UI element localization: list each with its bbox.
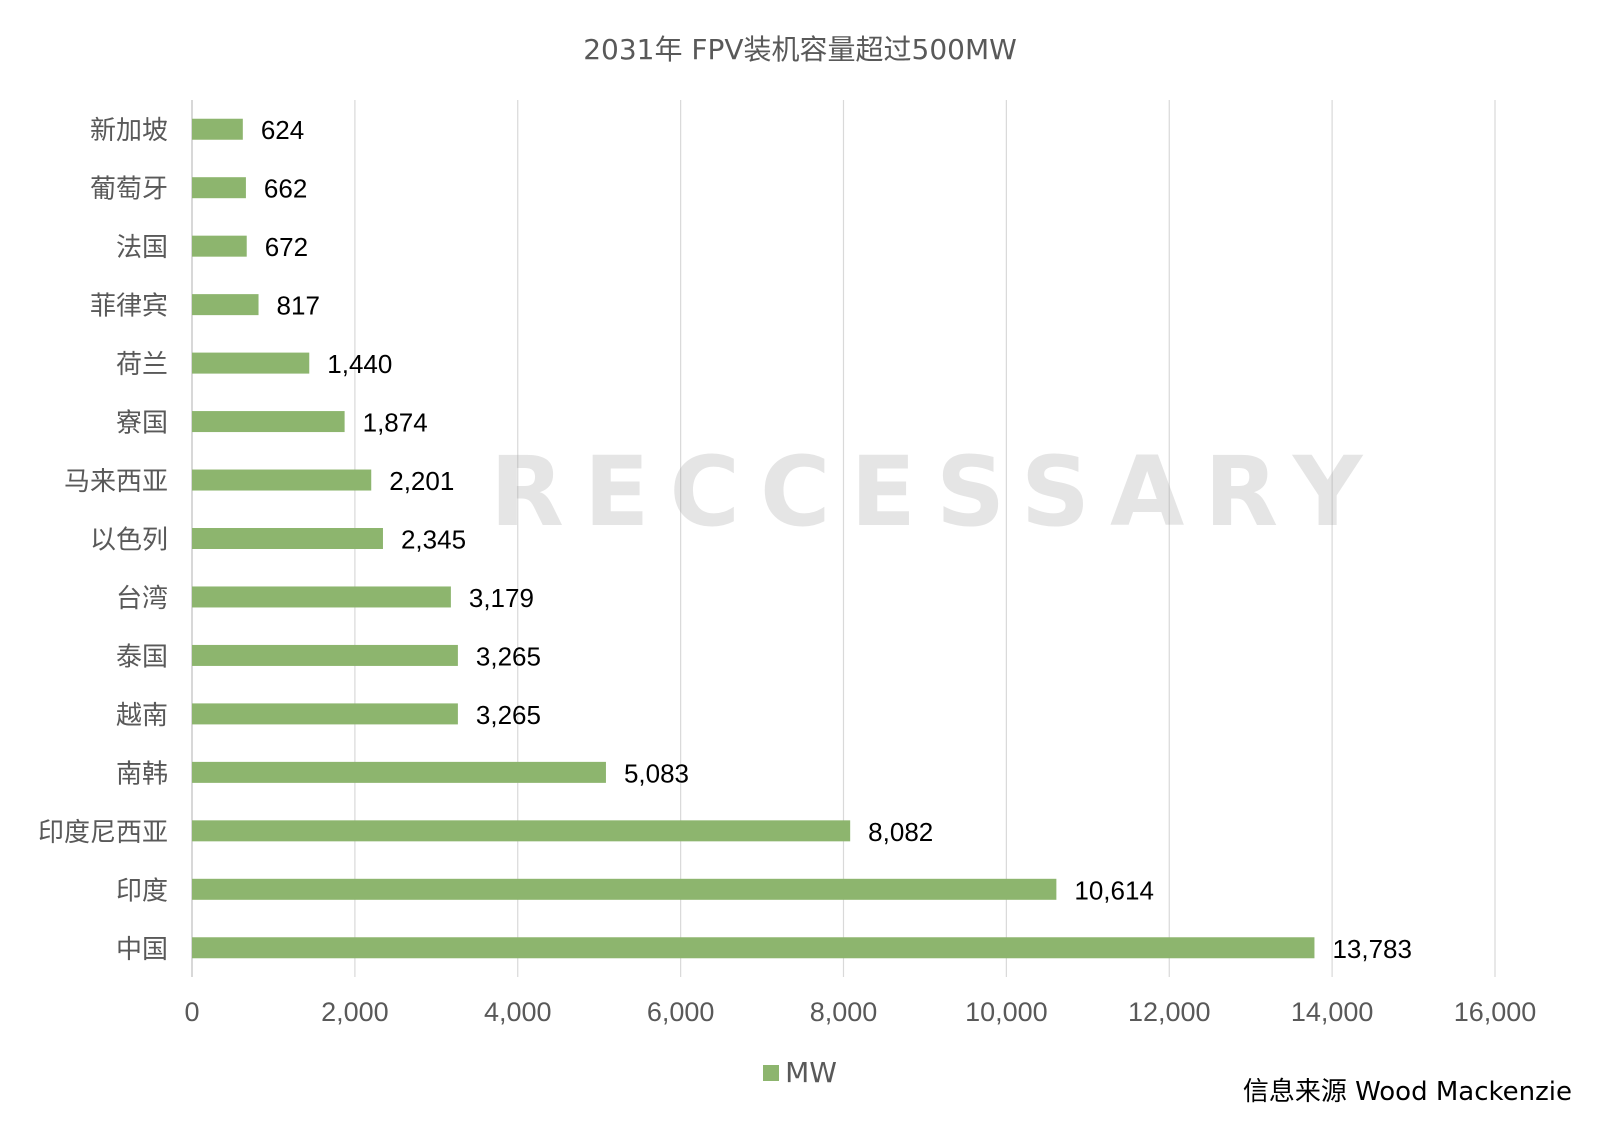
y-category-label: 印度 — [116, 876, 168, 906]
x-tick-label: 4,000 — [484, 997, 552, 1027]
y-category-label: 中国 — [116, 935, 168, 965]
data-label: 624 — [261, 115, 304, 145]
bar — [192, 644, 458, 666]
x-tick-label: 8,000 — [810, 997, 878, 1027]
y-category-label: 印度尼西亚 — [38, 818, 168, 848]
bar — [192, 586, 451, 608]
x-tick-label: 0 — [184, 997, 199, 1027]
data-label: 1,874 — [363, 408, 428, 438]
y-category-label: 菲律宾 — [90, 292, 168, 322]
bar — [192, 820, 851, 842]
bar — [192, 528, 383, 549]
chart-legend: MW — [0, 1056, 1600, 1089]
y-category-label: 南韩 — [116, 759, 168, 789]
bar — [192, 703, 458, 725]
bar — [192, 294, 259, 316]
data-label: 817 — [277, 291, 320, 321]
y-category-label: 以色列 — [90, 526, 168, 556]
data-label: 2,201 — [389, 466, 454, 496]
data-label: 8,082 — [868, 817, 933, 847]
data-label: 10,614 — [1074, 875, 1154, 905]
y-category-label: 泰国 — [116, 642, 168, 672]
x-tick-label: 2,000 — [321, 997, 389, 1027]
y-category-label: 马来西亚 — [64, 467, 168, 497]
data-label: 3,265 — [476, 641, 541, 671]
x-tick-label: 6,000 — [647, 997, 715, 1027]
x-tick-label: 10,000 — [965, 997, 1048, 1027]
bar — [192, 469, 372, 491]
legend-swatch — [763, 1064, 780, 1081]
bar — [192, 878, 1057, 900]
data-label: 3,265 — [476, 700, 541, 730]
bar — [192, 761, 606, 783]
watermark-logo: RECCESSARY — [490, 436, 1383, 548]
data-label: 672 — [265, 232, 308, 262]
bar — [192, 177, 246, 199]
bar — [192, 352, 310, 374]
data-label: 3,179 — [469, 583, 534, 613]
bar — [192, 937, 1315, 959]
source-note: 信息来源 Wood Mackenzie — [1242, 1077, 1572, 1107]
y-category-label: 葡萄牙 — [90, 175, 168, 205]
data-label: 662 — [264, 174, 307, 204]
x-tick-label: 12,000 — [1128, 997, 1211, 1027]
x-tick-label: 16,000 — [1454, 997, 1537, 1027]
bar — [192, 411, 345, 433]
data-label: 2,345 — [401, 525, 466, 555]
chart-title: 2031年 FPV装机容量超过500MW — [583, 33, 1017, 66]
data-label: 5,083 — [624, 758, 689, 788]
x-tick-label: 14,000 — [1291, 997, 1374, 1027]
data-label: 1,440 — [327, 349, 392, 379]
legend-label: MW — [785, 1056, 837, 1089]
y-category-label: 台湾 — [116, 584, 168, 614]
bar — [192, 118, 243, 140]
data-label: 13,783 — [1332, 934, 1412, 964]
y-category-label: 越南 — [116, 701, 168, 731]
y-category-label: 新加坡 — [90, 116, 168, 146]
y-category-label: 寮国 — [116, 409, 168, 439]
bar — [192, 235, 247, 257]
y-category-label: 法国 — [116, 233, 168, 263]
y-category-label: 荷兰 — [116, 350, 168, 380]
